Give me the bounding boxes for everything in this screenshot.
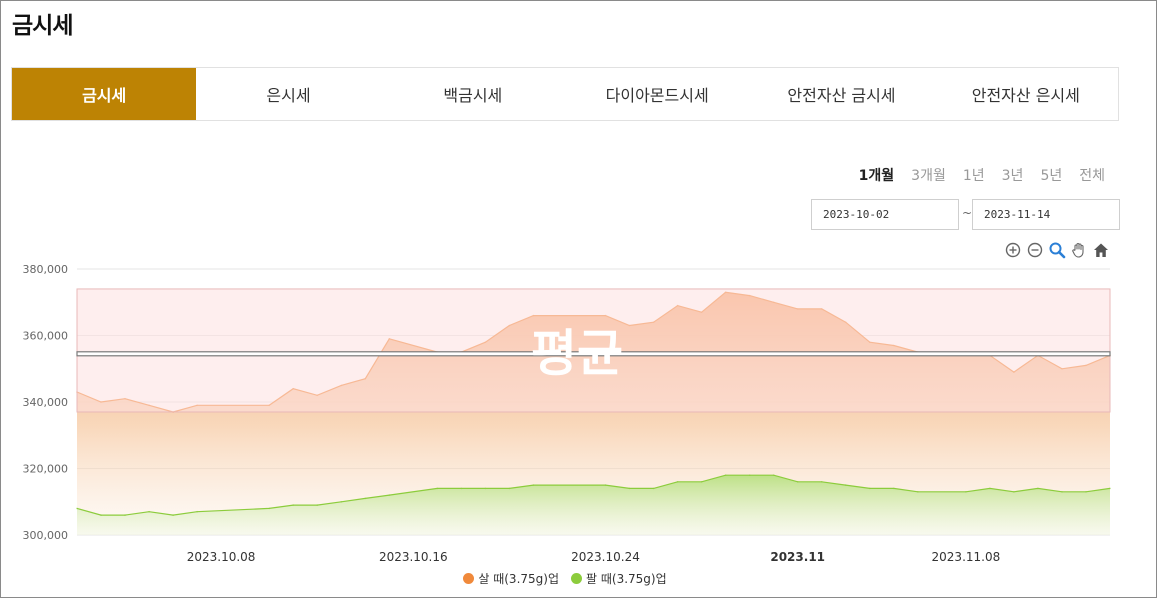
magnify-icon[interactable] xyxy=(1048,241,1066,259)
sell-data-point xyxy=(484,487,487,490)
period-1-month[interactable]: 1개월 xyxy=(858,168,895,184)
legend-sell-dot xyxy=(571,573,582,584)
sell-data-point xyxy=(1037,487,1039,490)
sell-series-area xyxy=(77,475,1110,535)
period-3-months[interactable]: 3개월 xyxy=(911,168,946,184)
zoom-out-icon[interactable] xyxy=(1026,241,1044,259)
period-5-years[interactable]: 5년 xyxy=(1040,168,1063,184)
legend-buy-label: 살 때(3.75g)업 xyxy=(478,572,559,586)
sell-data-point xyxy=(917,491,919,493)
end-date-field[interactable]: 2023-11-14 xyxy=(972,199,1120,230)
x-tick-label: 2023.10.08 xyxy=(187,550,256,564)
x-tick-label: 2023.11.08 xyxy=(932,550,1001,564)
price-chart: 300,000 320,000 340,000 360,000 380,000 평균 2… xyxy=(23,263,1111,564)
x-tick-label: 2023.11 xyxy=(770,550,825,564)
sell-data-point xyxy=(268,507,271,510)
x-axis-labels: 2023.10.08 2023.10.16 2023.10.24 2023.11 202… xyxy=(187,550,1001,564)
date-range-separator: ~ xyxy=(962,206,973,220)
tab-diamond[interactable]: 다이아몬드시세 xyxy=(605,86,709,105)
chart-toolbar xyxy=(1004,241,1110,259)
period-1-year[interactable]: 1년 xyxy=(962,168,985,184)
tab-safe-gold[interactable]: 안전자산 금시세 xyxy=(787,86,896,105)
sell-data-point xyxy=(652,487,655,490)
legend-sell[interactable]: 팔 때(3.75g)업 xyxy=(571,570,667,587)
sell-data-point xyxy=(148,510,150,513)
tab-safe-silver[interactable]: 안전자산 은시세 xyxy=(971,86,1080,105)
sell-data-point xyxy=(460,487,463,490)
sell-data-point xyxy=(869,487,871,490)
legend-buy-dot xyxy=(463,573,475,584)
tab-silver[interactable]: 은시세 xyxy=(266,86,311,105)
y-axis-labels: 300,000 320,000 340,000 360,000 380,000 xyxy=(23,263,69,542)
sell-data-point xyxy=(100,514,102,516)
sell-data-point xyxy=(364,497,367,500)
sell-data-point xyxy=(1013,491,1015,493)
sell-data-point xyxy=(340,501,343,503)
average-line xyxy=(76,351,1111,357)
tab-gold[interactable]: 금시세 xyxy=(12,68,197,120)
sell-data-point xyxy=(724,474,727,476)
sell-data-point xyxy=(124,514,126,516)
period-3-years[interactable]: 3년 xyxy=(1001,168,1024,184)
sell-data-point xyxy=(676,481,679,483)
sell-data-point xyxy=(893,487,895,490)
y-tick-label: 300,000 xyxy=(23,529,69,542)
legend-buy[interactable]: 살 때(3.75g)업 xyxy=(463,570,559,587)
sell-data-point xyxy=(820,481,823,483)
period-selector: 1개월 3개월 1년 3년 5년 전체 xyxy=(859,165,1105,185)
chart-legend: 살 때(3.75g)업 팔 때(3.75g)업 xyxy=(0,570,1130,587)
sell-data-point xyxy=(508,487,511,490)
sell-data-point xyxy=(796,481,799,483)
sell-data-point xyxy=(1085,491,1087,493)
average-band-layer: 평균 xyxy=(76,288,1111,413)
pan-hand-icon[interactable] xyxy=(1070,241,1088,259)
y-tick-label: 320,000 xyxy=(23,463,69,476)
sell-data-point xyxy=(436,487,439,490)
sell-data-point xyxy=(700,481,703,483)
zoom-in-icon[interactable] xyxy=(1004,241,1022,259)
legend-sell-label: 팔 때(3.75g)업 xyxy=(586,572,667,586)
y-tick-label: 340,000 xyxy=(23,396,69,409)
average-band-label: 평균 xyxy=(531,324,623,382)
y-tick-label: 380,000 xyxy=(23,263,69,276)
x-tick-label: 2023.10.24 xyxy=(571,550,640,564)
sell-data-point xyxy=(772,474,775,476)
metal-tabs: 금시세 은시세 백금시세 다이아몬드시세 안전자산 금시세 안전자산 은시세 xyxy=(11,67,1119,121)
sell-data-point xyxy=(388,494,391,496)
sell-data-point xyxy=(76,507,78,510)
sell-data-point xyxy=(604,484,607,486)
period-all[interactable]: 전체 xyxy=(1079,168,1105,184)
sell-data-point xyxy=(196,510,198,513)
y-tick-label: 360,000 xyxy=(23,330,69,343)
sell-series-line xyxy=(76,474,1111,516)
sell-data-point xyxy=(532,484,535,486)
sell-data-point xyxy=(1109,487,1111,490)
sell-data-point xyxy=(844,484,847,486)
sell-data-point xyxy=(292,504,295,506)
average-band xyxy=(76,288,1111,413)
page-title: 금시세 xyxy=(12,13,73,39)
sell-data-point xyxy=(965,491,967,493)
tab-platinum[interactable]: 백금시세 xyxy=(443,86,503,105)
sell-data-point xyxy=(316,504,319,506)
sell-data-point xyxy=(989,487,991,490)
sell-data-point xyxy=(172,514,174,516)
home-icon[interactable] xyxy=(1092,241,1110,259)
sell-data-point xyxy=(1061,491,1063,493)
sell-data-point xyxy=(628,487,631,490)
sell-data-point xyxy=(748,474,751,476)
x-tick-label: 2023.10.16 xyxy=(379,550,448,564)
start-date-field[interactable]: 2023-10-02 xyxy=(811,199,959,230)
